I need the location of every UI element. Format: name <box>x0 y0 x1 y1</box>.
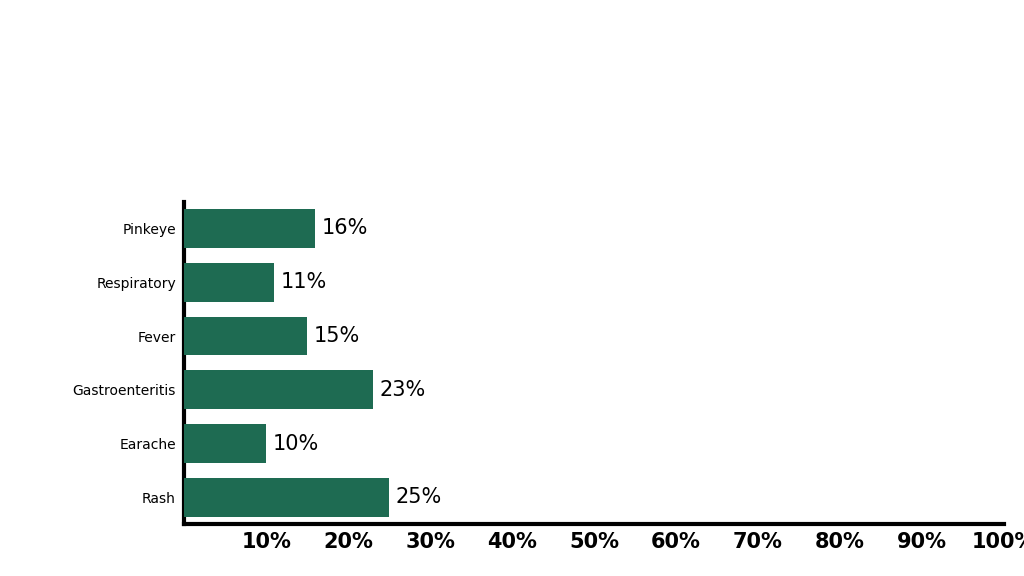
Text: 23%: 23% <box>379 380 426 400</box>
Text: 16%: 16% <box>322 218 369 238</box>
Text: 10%: 10% <box>272 434 319 453</box>
Bar <box>184 424 266 463</box>
Bar <box>184 478 389 517</box>
Bar <box>184 263 274 302</box>
Bar <box>184 209 315 248</box>
Bar <box>184 370 373 409</box>
Text: 11%: 11% <box>281 272 328 292</box>
Text: 15%: 15% <box>313 326 360 346</box>
Bar <box>184 317 307 355</box>
Text: 25%: 25% <box>395 487 442 507</box>
